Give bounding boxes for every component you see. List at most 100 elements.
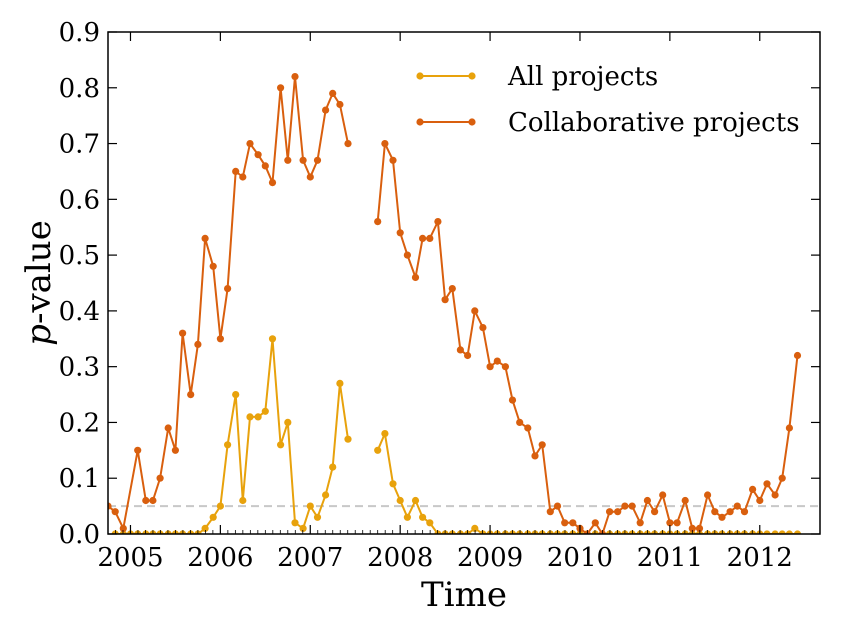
series-1-point xyxy=(643,496,652,505)
series-1-point xyxy=(194,340,202,348)
series-0-point xyxy=(322,491,330,499)
series-1-point xyxy=(763,480,771,488)
series-1-point xyxy=(403,251,411,259)
series-0-point xyxy=(291,519,299,527)
series-0-point xyxy=(201,524,209,533)
series-0-point xyxy=(793,530,802,534)
series-0-point xyxy=(232,391,240,399)
series-1-point xyxy=(396,229,404,237)
series-1-point xyxy=(179,329,187,337)
x-tick-label: 2008 xyxy=(367,543,433,573)
series-0-point xyxy=(277,441,285,449)
series-1-point xyxy=(756,496,764,505)
series-1-point xyxy=(711,508,719,516)
series-1-point xyxy=(299,156,307,164)
y-axis-title-italic: p xyxy=(19,324,59,346)
series-1-point xyxy=(209,262,217,270)
y-tick-label: 0.3 xyxy=(59,353,100,383)
y-axis: 0.0 0.1 0.2 0.3 0.4 0.5 0.6 0.7 0.8 0.9 xyxy=(59,18,820,550)
y-axis-title-rest: -value xyxy=(19,220,59,324)
series-1-point xyxy=(313,156,322,164)
x-tick-label: 2007 xyxy=(277,543,343,573)
series-1-point xyxy=(733,502,741,510)
x-tick-label: 2012 xyxy=(727,543,793,573)
series-1-point xyxy=(284,156,292,164)
x-tick-label: 2010 xyxy=(547,543,613,573)
series-1-point xyxy=(524,424,532,432)
series-1-point xyxy=(291,73,299,81)
y-tick-label: 0.2 xyxy=(59,408,100,438)
series-1-point xyxy=(336,100,344,109)
series-0-point xyxy=(381,430,389,438)
series-1-point xyxy=(448,285,456,293)
series-0-point xyxy=(344,435,352,443)
series-0-point xyxy=(411,496,420,505)
series-0-point xyxy=(239,496,247,505)
series-1-point xyxy=(553,502,562,510)
series-1-point xyxy=(621,502,629,510)
series-1-point xyxy=(277,84,285,92)
series-1-point xyxy=(329,89,337,97)
series-0-point xyxy=(209,513,217,521)
x-tick-label: 2006 xyxy=(187,543,253,573)
x-tick-label: 2009 xyxy=(457,543,523,573)
series-1-point xyxy=(216,335,224,343)
series-1-point xyxy=(636,519,644,527)
series-1-point xyxy=(508,396,517,404)
series-layer xyxy=(108,73,802,534)
y-tick-label: 0.5 xyxy=(59,241,100,271)
series-1-point xyxy=(134,446,142,454)
series-1-point xyxy=(704,491,712,499)
series-0-line-segment-0 xyxy=(115,338,349,534)
x-axis: 2005 2006 2007 2008 2009 2010 2011 2012 xyxy=(97,32,793,573)
series-0-point xyxy=(299,524,307,533)
series-1-point xyxy=(111,508,119,516)
series-0-point xyxy=(261,407,269,415)
y-tick-label: 0.9 xyxy=(59,18,100,48)
series-1-point xyxy=(471,307,479,315)
series-1-point xyxy=(426,234,434,242)
series-1-point xyxy=(164,424,172,432)
legend-label: All projects xyxy=(507,62,658,92)
series-1-point xyxy=(389,156,397,164)
series-0-point xyxy=(403,513,411,521)
series-0-point xyxy=(389,480,397,488)
series-1-point xyxy=(306,173,314,181)
x-axis-title: Time xyxy=(421,575,507,615)
legend-marker xyxy=(468,72,476,80)
series-1-point xyxy=(516,418,524,426)
series-0-point xyxy=(284,418,292,426)
series-1-point xyxy=(456,346,464,354)
series-1-point xyxy=(419,234,427,242)
series-1-point xyxy=(187,391,195,399)
series-1-point xyxy=(538,441,546,449)
series-0-point xyxy=(268,335,277,343)
series-0-line-segment-1 xyxy=(376,430,798,534)
series-1-point xyxy=(591,519,599,527)
series-1-point xyxy=(254,151,262,159)
series-0-point xyxy=(246,413,254,421)
y-tick-label: 0.1 xyxy=(59,464,100,494)
series-1-point xyxy=(695,524,704,533)
y-tick-label: 0.7 xyxy=(59,130,100,160)
series-1-point xyxy=(108,502,112,510)
series-1-point xyxy=(344,140,352,148)
series-0-point xyxy=(374,446,382,454)
series-1-point xyxy=(718,513,726,521)
series-1-point xyxy=(681,496,689,505)
series-0-point xyxy=(778,530,786,534)
series-0-point xyxy=(763,530,771,534)
series-1-point xyxy=(441,296,449,304)
series-1-point xyxy=(785,424,794,432)
legend-marker xyxy=(468,118,476,126)
series-0-point xyxy=(419,513,427,521)
series-0-point xyxy=(336,379,344,387)
series-1-point xyxy=(659,491,667,499)
series-1-point xyxy=(771,491,779,499)
legend-marker xyxy=(416,118,424,126)
series-1-point xyxy=(531,452,539,460)
series-1-point xyxy=(688,524,696,533)
series-1-point xyxy=(119,524,127,533)
series-1-point xyxy=(156,474,164,482)
